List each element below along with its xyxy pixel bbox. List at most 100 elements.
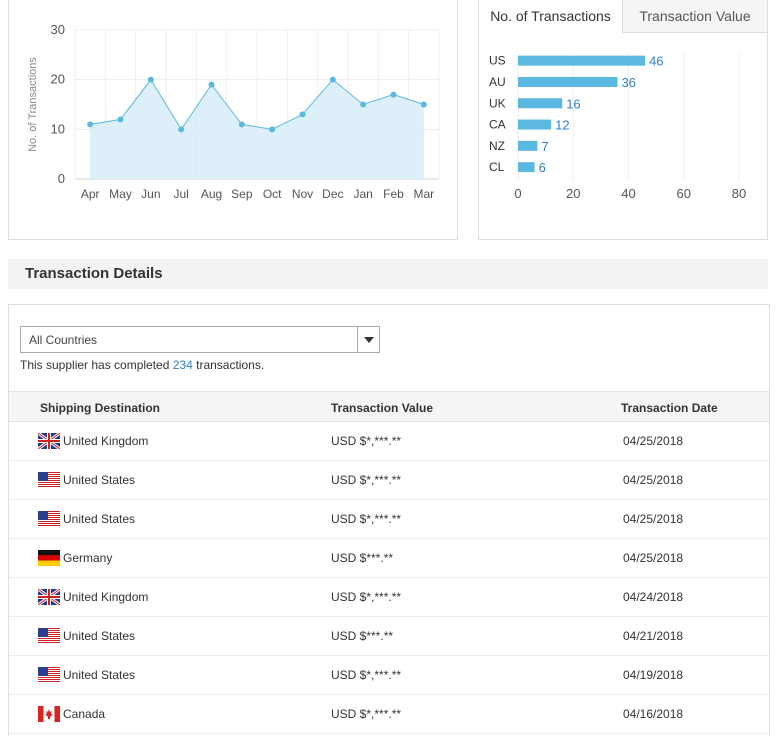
x-tick-label: Jul — [173, 187, 188, 201]
transaction-date-cell: 04/16/2018 — [623, 707, 684, 721]
category-label: AU — [489, 75, 506, 89]
data-point[interactable] — [147, 76, 154, 83]
category-label: CL — [489, 160, 505, 174]
destination-cell: Germany — [63, 551, 113, 565]
bar[interactable] — [518, 119, 552, 130]
us-flag-icon — [38, 472, 60, 488]
data-point[interactable] — [299, 111, 306, 118]
bar[interactable] — [518, 76, 618, 87]
us-flag-icon — [38, 511, 60, 527]
bar-value-label: 6 — [539, 160, 546, 175]
data-point[interactable] — [269, 126, 276, 133]
x-tick-label: Nov — [292, 187, 313, 201]
transaction-value-cell: USD $*,***.** — [331, 668, 402, 682]
category-label: UK — [489, 96, 506, 110]
table-row[interactable]: United States USD $*,***.** 04/25/2018 — [9, 461, 769, 500]
country-filter-value: All Countries — [29, 333, 98, 347]
data-point[interactable] — [178, 126, 185, 133]
chevron-down-icon[interactable] — [357, 327, 379, 352]
data-point[interactable] — [117, 116, 124, 123]
summary-prefix: This supplier has completed — [20, 358, 173, 372]
chart-tabs: No. of Transactions Transaction Value — [479, 0, 767, 33]
y-tick-label: 30 — [51, 22, 65, 37]
transaction-value-cell: USD $***.** — [331, 551, 394, 565]
transaction-date-cell: 04/25/2018 — [623, 512, 684, 526]
bar[interactable] — [518, 140, 538, 151]
bar-value-label: 46 — [649, 54, 663, 69]
destination-cell: United States — [63, 668, 136, 682]
category-label: US — [489, 54, 506, 68]
x-tick-label: Jun — [141, 187, 160, 201]
table-row[interactable]: United States USD $***.** 04/21/2018 — [9, 617, 769, 656]
data-point[interactable] — [238, 121, 245, 128]
table-row[interactable]: United Kingdom USD $*,***.** 04/24/2018 — [9, 578, 769, 617]
de-flag-icon — [38, 550, 60, 566]
x-tick-label: 80 — [732, 186, 746, 201]
country-breakdown-panel: No. of Transactions Transaction Value 0 2… — [478, 0, 768, 240]
transaction-value-cell: USD $*,***.** — [331, 473, 402, 487]
x-tick-label: Mar — [413, 187, 434, 201]
destination-cell: United States — [63, 512, 136, 526]
category-label: NZ — [489, 139, 505, 153]
column-header-value: Transaction Value — [331, 401, 434, 415]
bar[interactable] — [518, 55, 646, 66]
destination-cell: United States — [63, 473, 136, 487]
transactions-line-chart: 0 10 20 30 Apr May Jun Jul Aug Sep Oct Nov Dec Jan Feb… — [27, 22, 440, 201]
bar-value-label: 16 — [566, 96, 580, 111]
x-tick-label: Apr — [81, 187, 100, 201]
destination-cell: United States — [63, 629, 136, 643]
transaction-value-cell: USD $*,***.** — [331, 434, 402, 448]
us-flag-icon — [38, 667, 60, 683]
category-label: CA — [489, 118, 506, 132]
x-tick-label: 20 — [566, 186, 580, 201]
destination-cell: United Kingdom — [63, 434, 149, 448]
transaction-value-cell: USD $*,***.** — [331, 512, 402, 526]
x-tick-label: Sep — [231, 187, 253, 201]
transaction-details-header: Transaction Details — [8, 259, 768, 289]
table-row[interactable]: United States USD $*,***.** 04/25/2018 — [9, 500, 769, 539]
destination-cell: United Kingdom — [63, 590, 149, 604]
transaction-date-cell: 04/21/2018 — [623, 629, 684, 643]
data-point[interactable] — [390, 91, 397, 98]
summary-suffix: transactions. — [192, 358, 265, 372]
x-tick-label: Feb — [383, 187, 404, 201]
section-title: Transaction Details — [25, 265, 163, 282]
bar-value-label: 7 — [541, 139, 548, 154]
bar[interactable] — [518, 98, 563, 109]
x-tick-label: Oct — [263, 187, 282, 201]
bar-value-label: 36 — [621, 75, 635, 90]
y-tick-label: 10 — [51, 121, 65, 136]
table-row[interactable]: United States USD $*,***.** 04/19/2018 — [9, 656, 769, 695]
ca-flag-icon — [38, 706, 60, 722]
transaction-value-cell: USD $***.** — [331, 629, 394, 643]
y-axis-label: No. of Transactions — [27, 57, 39, 152]
data-point[interactable] — [329, 76, 336, 83]
data-point[interactable] — [360, 101, 367, 108]
uk-flag-icon — [38, 433, 60, 449]
bar-value-label: 12 — [555, 118, 569, 133]
table-row[interactable]: Canada USD $*,***.** 04/16/2018 — [9, 695, 769, 734]
tab-transaction-value[interactable]: Transaction Value — [623, 0, 767, 33]
column-header-date: Transaction Date — [621, 401, 718, 415]
bar[interactable] — [518, 162, 535, 173]
uk-flag-icon — [38, 589, 60, 605]
data-point[interactable] — [420, 101, 427, 108]
us-flag-icon — [38, 628, 60, 644]
destination-cell: Canada — [63, 707, 106, 721]
x-tick-label: 40 — [621, 186, 635, 201]
tab-no-of-transactions[interactable]: No. of Transactions — [479, 0, 623, 33]
data-point[interactable] — [87, 121, 94, 128]
country-filter-select[interactable]: All Countries — [20, 326, 380, 353]
x-tick-label: Jan — [353, 187, 372, 201]
table-row[interactable]: Germany USD $***.** 04/25/2018 — [9, 539, 769, 578]
x-tick-label: Dec — [322, 187, 343, 201]
column-header-destination: Shipping Destination — [40, 401, 160, 415]
transaction-date-cell: 04/25/2018 — [623, 473, 684, 487]
x-tick-label: Aug — [201, 187, 222, 201]
y-tick-label: 20 — [51, 72, 65, 87]
x-tick-label: 60 — [677, 186, 691, 201]
transaction-value-cell: USD $*,***.** — [331, 590, 402, 604]
table-row[interactable]: United Kingdom USD $*,***.** 04/25/2018 — [9, 422, 769, 461]
transaction-date-cell: 04/25/2018 — [623, 551, 684, 565]
data-point[interactable] — [208, 81, 215, 88]
